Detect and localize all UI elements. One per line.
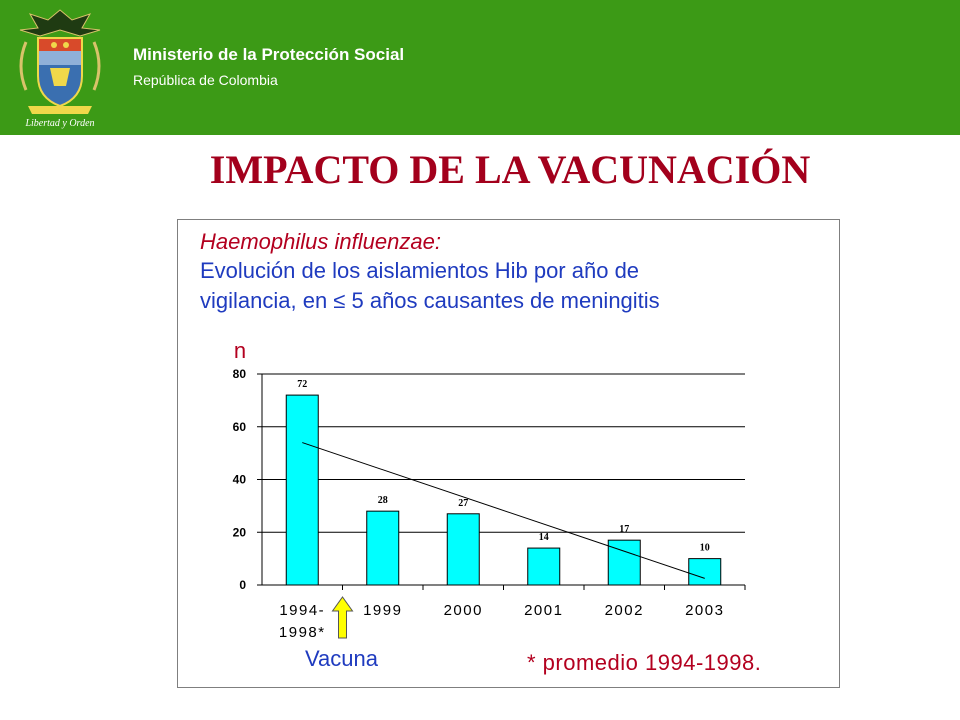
bar [446,513,480,586]
y-tick-label: 80 [233,367,247,381]
x-tick-label: 1994- [279,602,325,619]
chart-title-line-2: Evolución de los aislamientos Hib por añ… [200,258,640,283]
chart-title-line-1: Haemophilus influenzae: [200,229,441,254]
country-name: República de Colombia [133,72,278,88]
vaccine-annotation: Vacuna [305,646,378,671]
data-label: 10 [700,543,710,554]
x-tick-label: 2000 [444,602,483,619]
y-tick-label: 40 [233,473,247,487]
x-tick-label: 2001 [524,602,563,619]
chart-title-line-3: vigilancia, en ≤ 5 años causantes de men… [200,288,660,313]
bar [527,547,561,586]
data-label: 14 [539,532,549,543]
x-tick-label: 2003 [685,602,724,619]
y-tick-label: 20 [233,525,247,539]
x-tick-label: 2002 [605,602,644,619]
y-tick-label: 60 [233,420,247,434]
chart-footnote: * promedio 1994-1998. [527,650,762,675]
data-label: 28 [378,495,388,506]
data-label: 72 [297,379,307,390]
coat-of-arms-logo: Libertad y Orden [19,9,101,129]
y-tick-label: 0 [239,578,246,592]
bar [285,394,319,586]
x-tick-label: 1998* [279,624,326,641]
ministry-name: Ministerio de la Protección Social [133,45,405,64]
x-tick-label: 1999 [363,602,402,619]
header-bar: Libertad y Orden Ministerio de la Protec… [0,0,960,135]
svg-text:Libertad y Orden: Libertad y Orden [24,118,94,129]
vaccine-arrow [331,596,354,639]
page-title: IMPACTO DE LA VACUNACIÓN [209,147,811,192]
y-axis-label: n [234,338,246,363]
bar [688,558,722,586]
data-label: 27 [458,498,468,509]
data-label: 17 [619,524,629,535]
bar [366,510,400,586]
trend-line [302,442,705,579]
bar [607,539,641,586]
